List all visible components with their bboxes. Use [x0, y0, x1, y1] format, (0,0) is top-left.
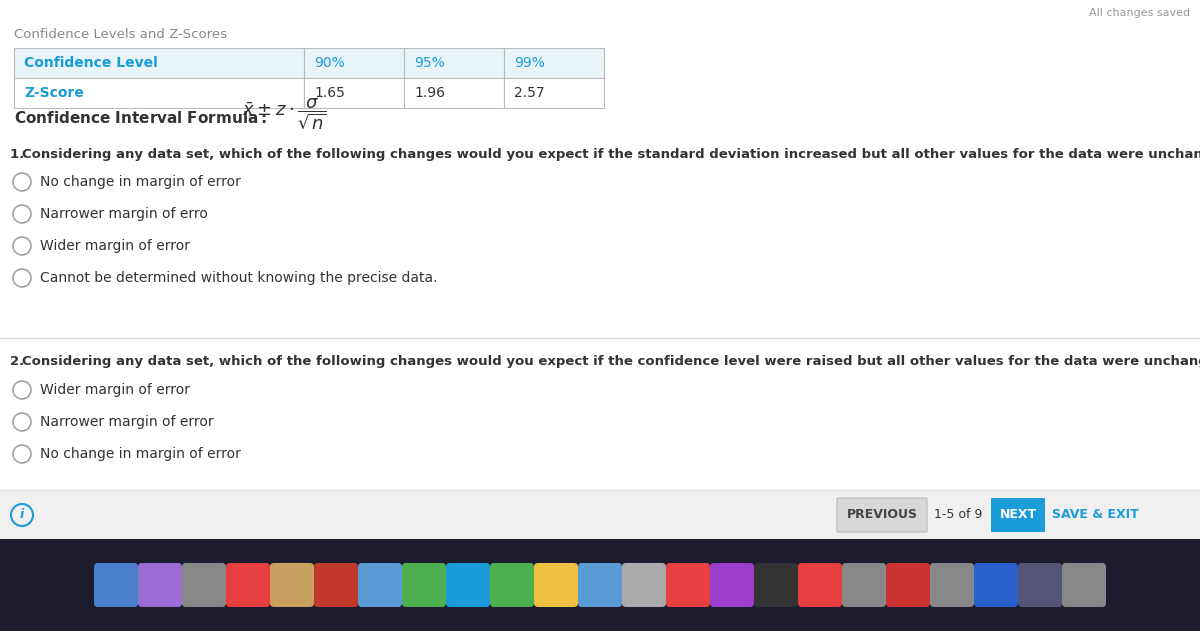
FancyBboxPatch shape	[0, 491, 1200, 539]
Text: Narrower margin of error: Narrower margin of error	[40, 415, 214, 429]
FancyBboxPatch shape	[14, 78, 304, 108]
FancyBboxPatch shape	[358, 563, 402, 607]
Text: 1.96: 1.96	[414, 86, 445, 100]
FancyBboxPatch shape	[991, 498, 1045, 532]
Text: 1.65: 1.65	[314, 86, 344, 100]
FancyBboxPatch shape	[504, 78, 604, 108]
Text: No change in margin of error: No change in margin of error	[40, 175, 241, 189]
Text: Wider margin of error: Wider margin of error	[40, 239, 190, 253]
FancyBboxPatch shape	[138, 563, 182, 607]
Text: Confidence Levels and Z-Scores: Confidence Levels and Z-Scores	[14, 28, 227, 41]
FancyBboxPatch shape	[842, 563, 886, 607]
Text: $\bar{x}\pm z\cdot\dfrac{\sigma}{\sqrt{n}}$: $\bar{x}\pm z\cdot\dfrac{\sigma}{\sqrt{n…	[242, 97, 326, 131]
FancyBboxPatch shape	[666, 563, 710, 607]
Text: NEXT: NEXT	[1000, 509, 1037, 521]
Text: All changes saved: All changes saved	[1088, 8, 1190, 18]
FancyBboxPatch shape	[404, 48, 504, 78]
Text: SAVE & EXIT: SAVE & EXIT	[1052, 509, 1139, 521]
FancyBboxPatch shape	[578, 563, 622, 607]
Text: 90%: 90%	[314, 56, 344, 70]
Text: i: i	[20, 509, 24, 521]
Text: Z-Score: Z-Score	[24, 86, 84, 100]
FancyBboxPatch shape	[710, 563, 754, 607]
FancyBboxPatch shape	[304, 78, 404, 108]
FancyBboxPatch shape	[94, 563, 138, 607]
Text: No change in margin of error: No change in margin of error	[40, 447, 241, 461]
Text: 99%: 99%	[514, 56, 545, 70]
Text: Confidence Level: Confidence Level	[24, 56, 157, 70]
Text: 1-5 of 9: 1-5 of 9	[934, 509, 983, 521]
Text: $\bf{Confidence\ Interval\ Formula:}$: $\bf{Confidence\ Interval\ Formula:}$	[14, 110, 276, 126]
Text: 2.57: 2.57	[514, 86, 545, 100]
FancyBboxPatch shape	[490, 563, 534, 607]
FancyBboxPatch shape	[0, 539, 1200, 631]
FancyBboxPatch shape	[226, 563, 270, 607]
FancyBboxPatch shape	[534, 563, 578, 607]
FancyBboxPatch shape	[838, 498, 928, 532]
FancyBboxPatch shape	[1018, 563, 1062, 607]
Text: PREVIOUS: PREVIOUS	[846, 509, 918, 521]
FancyBboxPatch shape	[446, 563, 490, 607]
FancyBboxPatch shape	[314, 563, 358, 607]
FancyBboxPatch shape	[182, 563, 226, 607]
FancyBboxPatch shape	[886, 563, 930, 607]
FancyBboxPatch shape	[930, 563, 974, 607]
FancyBboxPatch shape	[798, 563, 842, 607]
FancyBboxPatch shape	[1062, 563, 1106, 607]
FancyBboxPatch shape	[622, 563, 666, 607]
FancyBboxPatch shape	[402, 563, 446, 607]
Text: Narrower margin of erro: Narrower margin of erro	[40, 207, 208, 221]
Text: Cannot be determined without knowing the precise data.: Cannot be determined without knowing the…	[40, 271, 438, 285]
Text: Considering any data set, which of the following changes would you expect if the: Considering any data set, which of the f…	[22, 148, 1200, 161]
FancyBboxPatch shape	[404, 78, 504, 108]
FancyBboxPatch shape	[754, 563, 798, 607]
Text: Wider margin of error: Wider margin of error	[40, 383, 190, 397]
Text: 95%: 95%	[414, 56, 445, 70]
FancyBboxPatch shape	[14, 48, 304, 78]
FancyBboxPatch shape	[504, 48, 604, 78]
FancyBboxPatch shape	[270, 563, 314, 607]
Text: 2.: 2.	[10, 355, 29, 368]
FancyBboxPatch shape	[304, 48, 404, 78]
Text: Considering any data set, which of the following changes would you expect if the: Considering any data set, which of the f…	[22, 355, 1200, 368]
FancyBboxPatch shape	[974, 563, 1018, 607]
Text: 1.: 1.	[10, 148, 29, 161]
